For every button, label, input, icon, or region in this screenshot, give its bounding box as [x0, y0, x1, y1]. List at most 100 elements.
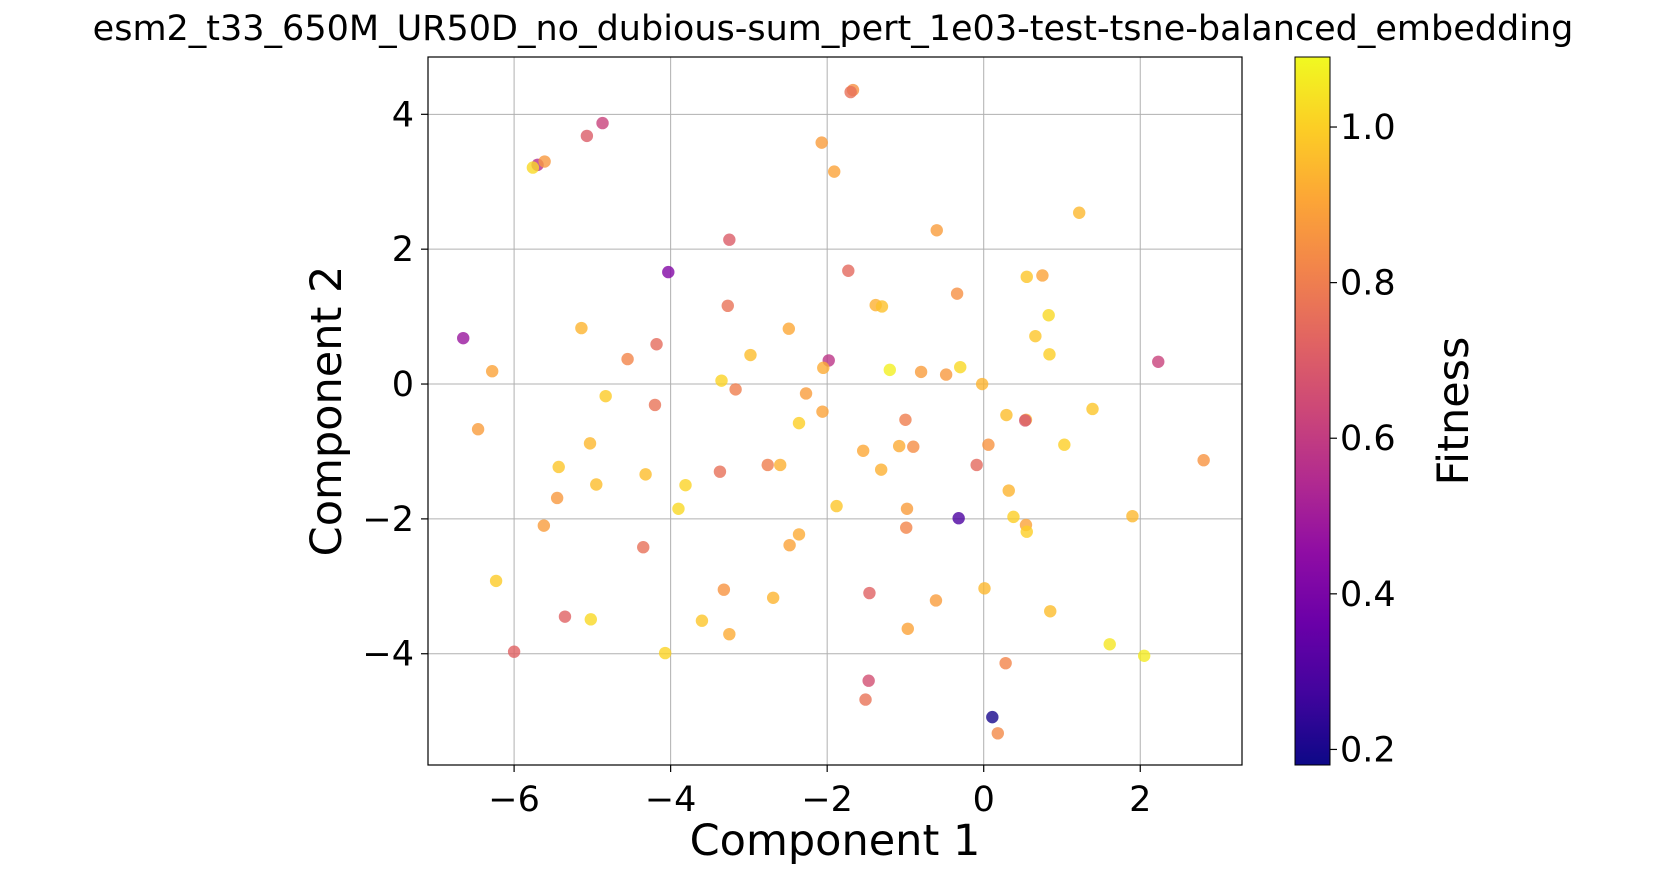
data-point	[537, 519, 551, 532]
colorbar-tick-label: 0.4	[1340, 575, 1396, 615]
data-point	[907, 440, 920, 453]
data-point	[1002, 484, 1015, 497]
data-point	[580, 129, 594, 143]
x-tick-label: 2	[1129, 780, 1151, 820]
data-point	[914, 365, 928, 379]
data-point	[783, 538, 796, 552]
data-point	[729, 383, 742, 396]
data-point	[717, 583, 731, 596]
y-tick-label: 4	[392, 95, 414, 135]
data-point	[1137, 649, 1151, 662]
data-point	[774, 458, 787, 472]
colorbar-label: Fitness	[1429, 337, 1479, 486]
data-point	[662, 265, 675, 279]
y-tick-label: −4	[362, 635, 414, 675]
colorbar-tick-label: 0.6	[1340, 419, 1396, 459]
data-point	[975, 377, 989, 391]
data-point	[900, 521, 913, 534]
x-axis: −6 −4 −2 0 2	[488, 765, 1151, 820]
data-point	[679, 478, 692, 492]
data-point	[874, 463, 888, 476]
x-axis-label: Component 1	[690, 816, 981, 866]
data-point	[744, 348, 757, 362]
data-point	[558, 610, 572, 623]
data-point	[507, 645, 521, 658]
colorbar-tick-label: 0.2	[1340, 730, 1396, 770]
data-point	[815, 136, 828, 149]
data-point	[766, 591, 780, 604]
data-point	[550, 491, 564, 505]
data-point	[875, 300, 889, 313]
data-point	[590, 478, 603, 491]
x-tick-label: −6	[488, 780, 540, 820]
data-point	[999, 656, 1012, 670]
data-point	[1044, 605, 1057, 618]
data-point	[637, 541, 650, 554]
y-tick-label: 0	[392, 365, 414, 405]
data-point	[828, 165, 841, 178]
data-point	[859, 693, 872, 706]
data-point	[1103, 638, 1116, 651]
data-point	[782, 322, 796, 335]
data-point	[1029, 329, 1042, 343]
data-point	[1007, 510, 1020, 524]
data-point	[950, 287, 964, 300]
data-point	[830, 499, 843, 513]
colorbar-ticks: 0.2 0.4 0.6 0.8 1.0	[1330, 108, 1396, 770]
data-point	[650, 338, 663, 351]
data-point	[901, 622, 914, 635]
data-point	[471, 423, 485, 436]
data-point	[1018, 414, 1032, 427]
data-point	[457, 331, 470, 345]
data-point	[621, 352, 634, 366]
y-axis: −4 −2 0 2 4	[362, 95, 428, 675]
data-point	[761, 458, 774, 472]
data-point	[954, 360, 967, 374]
data-point	[892, 439, 906, 453]
data-point	[978, 582, 991, 595]
y-tick-label: 2	[392, 230, 414, 270]
plot-frame	[427, 56, 1243, 766]
data-point	[584, 613, 597, 626]
data-point	[695, 614, 709, 627]
colorbar-tick-label: 0.8	[1340, 264, 1396, 304]
x-tick-label: 0	[973, 780, 995, 820]
data-point	[1020, 270, 1033, 284]
chart-title: esm2_t33_650M_UR50D_no_dubious-sum_pert_…	[93, 9, 1574, 49]
data-point	[1126, 509, 1139, 523]
data-point	[883, 363, 896, 377]
data-point	[816, 405, 829, 418]
x-tick-label: −2	[801, 780, 853, 820]
data-point	[648, 398, 662, 412]
data-point	[1036, 269, 1049, 282]
data-point	[485, 365, 499, 378]
data-point	[982, 438, 995, 451]
data-point	[863, 586, 876, 600]
colorbar-gradient	[1294, 56, 1331, 766]
data-point	[1197, 454, 1210, 467]
data-point	[1086, 402, 1099, 416]
data-point	[1058, 438, 1071, 451]
data-point	[583, 437, 597, 450]
data-point	[1042, 309, 1055, 322]
colorbar-tick-label: 1.0	[1340, 108, 1396, 148]
data-point	[713, 465, 727, 478]
data-point	[842, 264, 855, 277]
data-point	[723, 233, 736, 246]
data-point	[596, 116, 609, 130]
data-point	[489, 574, 503, 588]
data-point	[986, 710, 999, 724]
data-point	[1020, 525, 1033, 538]
data-point	[817, 361, 830, 375]
y-axis-label: Component 2	[302, 266, 352, 557]
data-point	[1043, 348, 1056, 361]
data-point	[929, 594, 943, 607]
data-point	[792, 528, 806, 541]
data-point	[721, 299, 734, 313]
data-point	[899, 413, 912, 426]
data-point	[575, 321, 588, 335]
data-point	[856, 444, 870, 457]
data-point	[900, 502, 914, 515]
data-point	[844, 85, 857, 99]
